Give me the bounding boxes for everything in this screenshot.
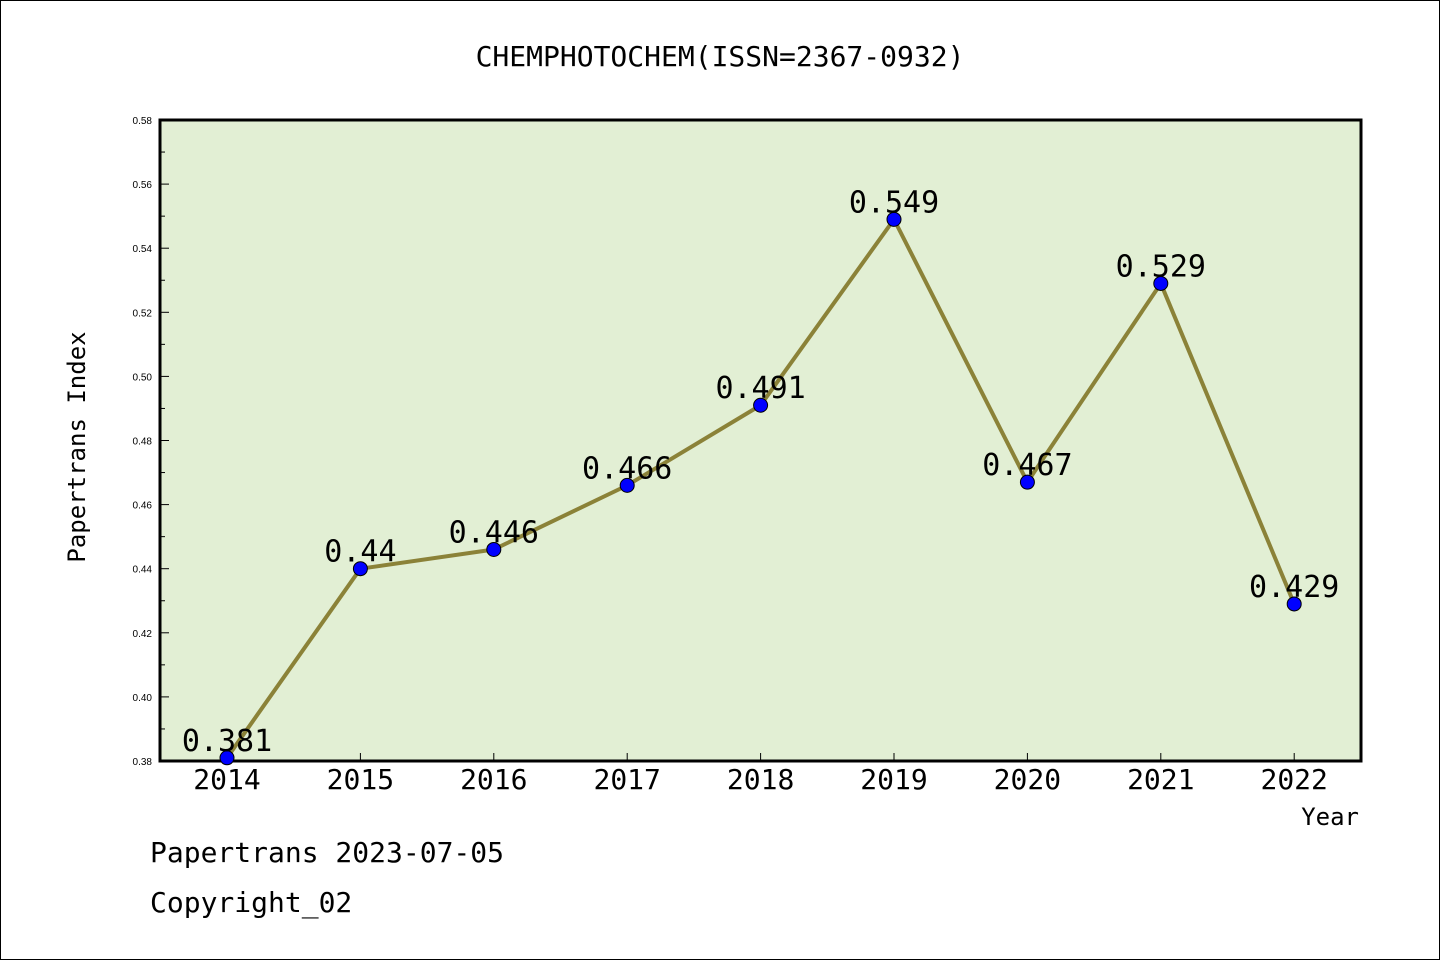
y-tick-label: 0.52 (133, 308, 153, 319)
y-tick-label: 0.46 (133, 501, 153, 512)
data-label: 0.467 (982, 448, 1072, 483)
data-point (1153, 275, 1169, 291)
data-label: 0.491 (715, 371, 805, 406)
series-layer (219, 211, 1302, 766)
x-axis-ticks: 2014 2015 2016 2017 2018 2019 2020 2021 2022 (193, 753, 1328, 796)
data-point (753, 397, 769, 413)
y-tick-label: 0.58 (133, 116, 153, 127)
data-point (1019, 474, 1035, 490)
data-label: 0.381 (182, 724, 272, 759)
data-point (619, 477, 635, 493)
data-label: 0.549 (849, 185, 939, 220)
plot-area (158, 118, 1363, 763)
y-tick-label: 0.54 (133, 244, 153, 255)
x-tick-label: 2016 (460, 763, 527, 796)
chart-title: CHEMPHOTOCHEM(ISSN=2367-0932) (476, 40, 965, 73)
x-tick-label: 2015 (327, 763, 394, 796)
y-tick-label: 0.42 (133, 629, 153, 640)
data-point (886, 211, 902, 227)
y-axis-ticks: 0.38 0.40 0.42 0.44 0.46 0.48 0.50 0.52 0.54 0.56… (133, 116, 169, 768)
x-tick-label: 2020 (994, 763, 1061, 796)
data-point (352, 561, 368, 577)
y-tick-label: 0.38 (133, 757, 153, 768)
x-tick-label: 2018 (727, 763, 794, 796)
footer-date: Papertrans 2023-07-05 (150, 836, 505, 869)
data-point (1286, 596, 1302, 612)
footer-copyright: Copyright_02 (150, 886, 353, 919)
y-tick-label: 0.56 (133, 180, 153, 191)
data-label: 0.429 (1249, 570, 1339, 605)
y-tick-label: 0.40 (133, 693, 153, 704)
data-label: 0.466 (582, 451, 672, 486)
x-tick-label: 2019 (860, 763, 927, 796)
y-tick-label: 0.48 (133, 437, 153, 448)
y-axis-label: Papertrans Index (63, 331, 91, 562)
data-labels-layer: 0.381 0.44 0.446 0.466 0.491 0.549 0.467 0.529 0… (182, 185, 1340, 758)
data-label: 0.44 (324, 535, 396, 570)
y-tick-label: 0.44 (133, 565, 153, 576)
y-tick-label: 0.50 (133, 372, 153, 383)
x-tick-label: 2022 (1260, 763, 1327, 796)
x-axis-label: Year (1301, 803, 1359, 831)
x-tick-label: 2017 (593, 763, 660, 796)
data-label: 0.446 (449, 515, 539, 550)
x-tick-label: 2014 (193, 763, 260, 796)
x-tick-label: 2021 (1127, 763, 1194, 796)
data-point (219, 750, 235, 766)
data-point (486, 541, 502, 557)
data-label: 0.529 (1116, 249, 1206, 284)
